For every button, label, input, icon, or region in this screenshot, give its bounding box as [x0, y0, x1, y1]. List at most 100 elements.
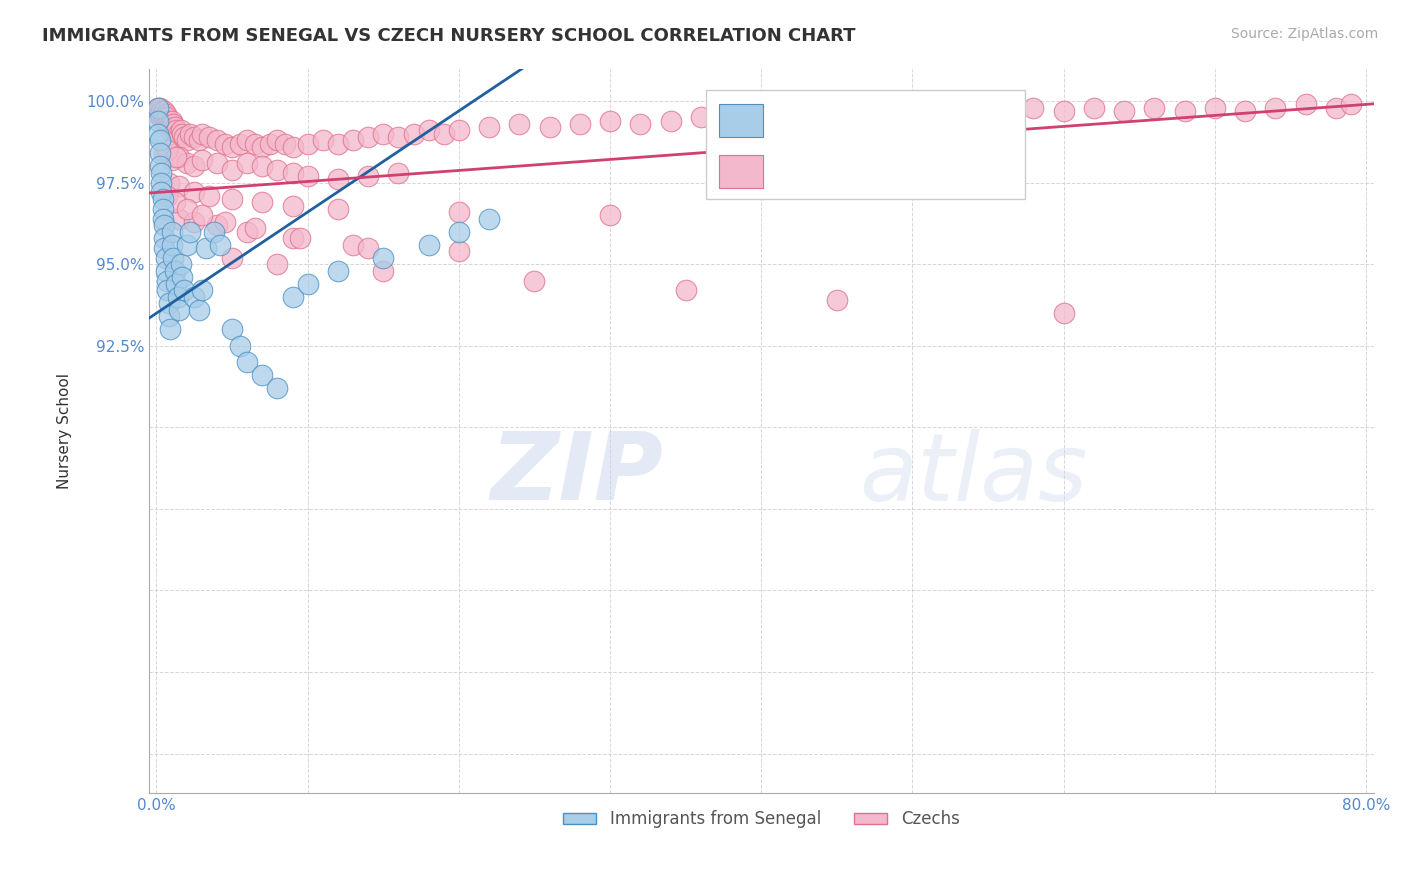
Point	[166, 127, 188, 141]
Point	[236, 355, 259, 369]
Point	[523, 274, 546, 288]
Point	[165, 277, 187, 291]
Point	[165, 123, 187, 137]
Point	[163, 120, 186, 135]
Point	[146, 107, 169, 121]
Point	[191, 283, 214, 297]
Point	[221, 322, 243, 336]
Point	[1112, 103, 1135, 118]
Point	[228, 339, 250, 353]
Point	[508, 117, 530, 131]
Point	[252, 368, 274, 383]
Point	[176, 133, 198, 147]
Point	[205, 156, 228, 170]
Point	[148, 107, 170, 121]
Point	[281, 166, 304, 180]
Point	[202, 225, 225, 239]
Point	[152, 107, 174, 121]
Point	[187, 133, 209, 147]
Point	[146, 127, 169, 141]
Point	[156, 117, 179, 131]
Point	[183, 215, 205, 229]
Point	[173, 130, 195, 145]
Point	[183, 186, 205, 200]
Point	[675, 283, 697, 297]
Point	[1295, 97, 1317, 112]
Point	[266, 257, 288, 271]
Point	[297, 277, 319, 291]
Point	[342, 237, 364, 252]
Point	[155, 107, 177, 121]
Point	[172, 270, 194, 285]
Point	[373, 251, 395, 265]
Point	[243, 221, 266, 235]
Point	[191, 153, 214, 167]
Point	[326, 136, 349, 151]
Point	[252, 160, 274, 174]
Point	[1052, 103, 1074, 118]
Point	[148, 101, 170, 115]
Point	[841, 107, 863, 121]
Point	[153, 103, 176, 118]
Point	[153, 231, 176, 245]
Point	[205, 218, 228, 232]
Point	[236, 225, 259, 239]
Text: ZIP: ZIP	[491, 428, 664, 520]
Point	[825, 293, 848, 307]
Point	[162, 117, 184, 131]
Point	[156, 188, 179, 202]
Point	[991, 103, 1014, 118]
Point	[1083, 101, 1105, 115]
Point	[312, 133, 335, 147]
Point	[208, 237, 231, 252]
Point	[221, 162, 243, 177]
Point	[281, 290, 304, 304]
Point	[150, 186, 173, 200]
Point	[357, 169, 380, 183]
Point	[165, 150, 187, 164]
Point	[357, 130, 380, 145]
Point	[170, 123, 193, 137]
Point	[150, 176, 173, 190]
Legend: Immigrants from Senegal, Czechs: Immigrants from Senegal, Czechs	[557, 804, 966, 835]
Point	[236, 133, 259, 147]
Point	[357, 241, 380, 255]
Point	[176, 156, 198, 170]
Point	[326, 264, 349, 278]
Point	[157, 113, 180, 128]
Point	[447, 244, 470, 259]
Point	[387, 130, 409, 145]
Point	[187, 302, 209, 317]
Point	[146, 101, 169, 115]
Point	[156, 111, 179, 125]
Point	[157, 310, 180, 324]
Point	[173, 283, 195, 297]
Y-axis label: Nursery School: Nursery School	[58, 373, 72, 489]
Point	[288, 231, 311, 245]
Point	[157, 176, 180, 190]
Point	[342, 133, 364, 147]
Point	[150, 111, 173, 125]
Point	[146, 113, 169, 128]
Point	[568, 117, 591, 131]
Point	[152, 211, 174, 226]
Point	[162, 251, 184, 265]
Point	[166, 290, 188, 304]
Point	[148, 133, 170, 147]
Point	[599, 113, 621, 128]
Point	[1143, 101, 1166, 115]
Point	[156, 143, 179, 157]
Point	[447, 123, 470, 137]
Point	[628, 117, 651, 131]
Point	[418, 123, 440, 137]
Point	[167, 150, 190, 164]
Point	[1204, 101, 1226, 115]
Point	[447, 205, 470, 219]
Point	[150, 166, 173, 180]
Point	[281, 231, 304, 245]
Point	[274, 136, 297, 151]
Point	[749, 111, 772, 125]
Point	[373, 127, 395, 141]
Point	[163, 264, 186, 278]
Text: Source: ZipAtlas.com: Source: ZipAtlas.com	[1230, 27, 1378, 41]
